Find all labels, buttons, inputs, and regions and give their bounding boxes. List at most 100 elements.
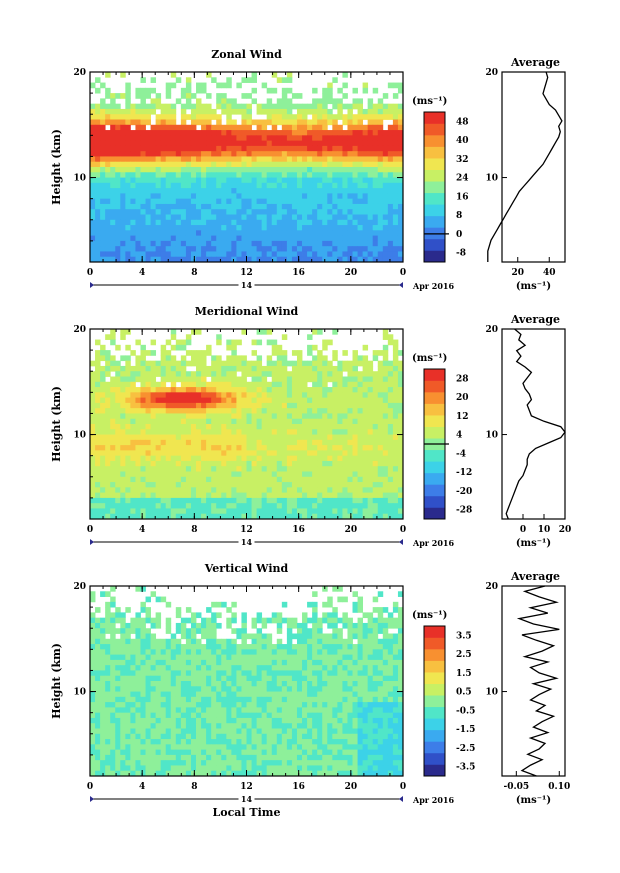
heatmap-cell [125,402,131,409]
heatmap-cell [100,130,106,136]
heatmap-cell [231,98,237,105]
heatmap-cell [261,397,268,404]
heatmap-cell [387,492,394,499]
heatmap-cell [211,471,217,478]
heatmap-cell [155,429,162,435]
heatmap-cell [110,665,116,671]
heatmap-cell [332,402,338,409]
heatmap-cell [352,466,358,472]
heatmap-cell [175,466,182,472]
heatmap-cell [377,681,384,687]
heatmap-cell [377,350,384,356]
colorbar-tick-label: -8 [456,249,466,259]
heatmap-cell [322,214,328,221]
heatmap-cell [251,135,257,142]
heatmap-cell [211,108,217,115]
heatmap-cell [276,628,283,634]
heatmap-cell [302,188,308,194]
heatmap-cell [342,487,348,494]
heatmap-cell [367,240,374,247]
heatmap-cell [125,230,131,237]
heatmap-cell [372,167,379,173]
heatmap-cell [256,246,263,252]
heatmap-cell [236,209,242,215]
heatmap-cell [155,124,162,131]
heatmap-cell [382,334,389,340]
heatmap-cell [372,681,379,687]
heatmap-cell [337,628,343,634]
heatmap-cell [140,392,146,399]
heatmap-cell [281,455,288,462]
heatmap-cell [367,188,374,194]
heatmap-cell [236,339,242,346]
heatmap-cell [347,617,353,624]
heatmap-cell [317,622,323,629]
heatmap-cell [302,408,308,414]
heatmap-cell [105,659,111,666]
heatmap-cell [342,198,348,205]
heatmap-cell [377,497,384,504]
heatmap-cell [246,424,252,430]
heatmap-cell [332,119,338,126]
heatmap-cell [241,225,247,231]
heatmap-cell [135,145,141,152]
heatmap-cell [135,497,141,504]
heatmap-cell [236,450,242,457]
heatmap-cell [357,145,364,152]
heatmap-cell [170,434,177,441]
heatmap-cell [196,681,202,687]
heatmap-cell [387,466,394,472]
heatmap-cell [196,392,202,399]
heatmap-cell [211,434,217,441]
heatmap-cell [367,508,374,515]
heatmap-cell [175,235,182,242]
heatmap-cell [125,381,131,388]
heatmap-cell [397,681,404,687]
heatmap-cell [357,371,364,377]
heatmap-cell [211,225,217,231]
heatmap-cell [397,503,404,509]
heatmap-cell [357,628,364,634]
heatmap-cell [211,466,217,472]
heatmap-cell [271,434,278,441]
heatmap-cell [347,145,353,152]
heatmap-cell [352,681,358,687]
heatmap-cell [372,161,379,168]
heatmap-cell [367,492,374,499]
heatmap-cell [206,622,212,629]
heatmap-cell [231,371,237,377]
heatmap-cell [160,124,167,131]
heatmap-cell [125,492,131,499]
heatmap-cell [236,670,242,677]
heatmap-cell [236,130,242,136]
heatmap-cell [140,387,146,393]
heatmap-cell [150,402,157,409]
heatmap-cell [261,633,268,640]
heatmap-cell [266,476,273,483]
heatmap-cell [115,649,121,656]
heatmap-cell [362,135,369,142]
heatmap-cell [377,460,384,467]
heatmap-cell [95,445,101,451]
heatmap-cell [312,460,318,467]
heatmap-cell [135,644,141,650]
heatmap-cell [256,633,263,640]
heatmap-cell [281,156,288,163]
heatmap-cell [95,365,101,372]
heatmap-cell [387,497,394,504]
heatmap-cell [196,381,202,388]
heatmap-cell [276,355,283,362]
heatmap-cell [317,487,323,494]
heatmap-cell [206,460,212,467]
heatmap-cell [372,607,379,613]
heatmap-cell [362,413,369,420]
heatmap-cell [312,156,318,163]
heatmap-cell [276,649,283,656]
heatmap-cell [175,612,182,619]
heatmap-cell [155,471,162,478]
heatmap-cell [392,339,399,346]
heatmap-cell [302,675,308,682]
heatmap-cell [236,161,242,168]
heatmap-cell [135,167,141,173]
heatmap-cell [347,439,353,446]
